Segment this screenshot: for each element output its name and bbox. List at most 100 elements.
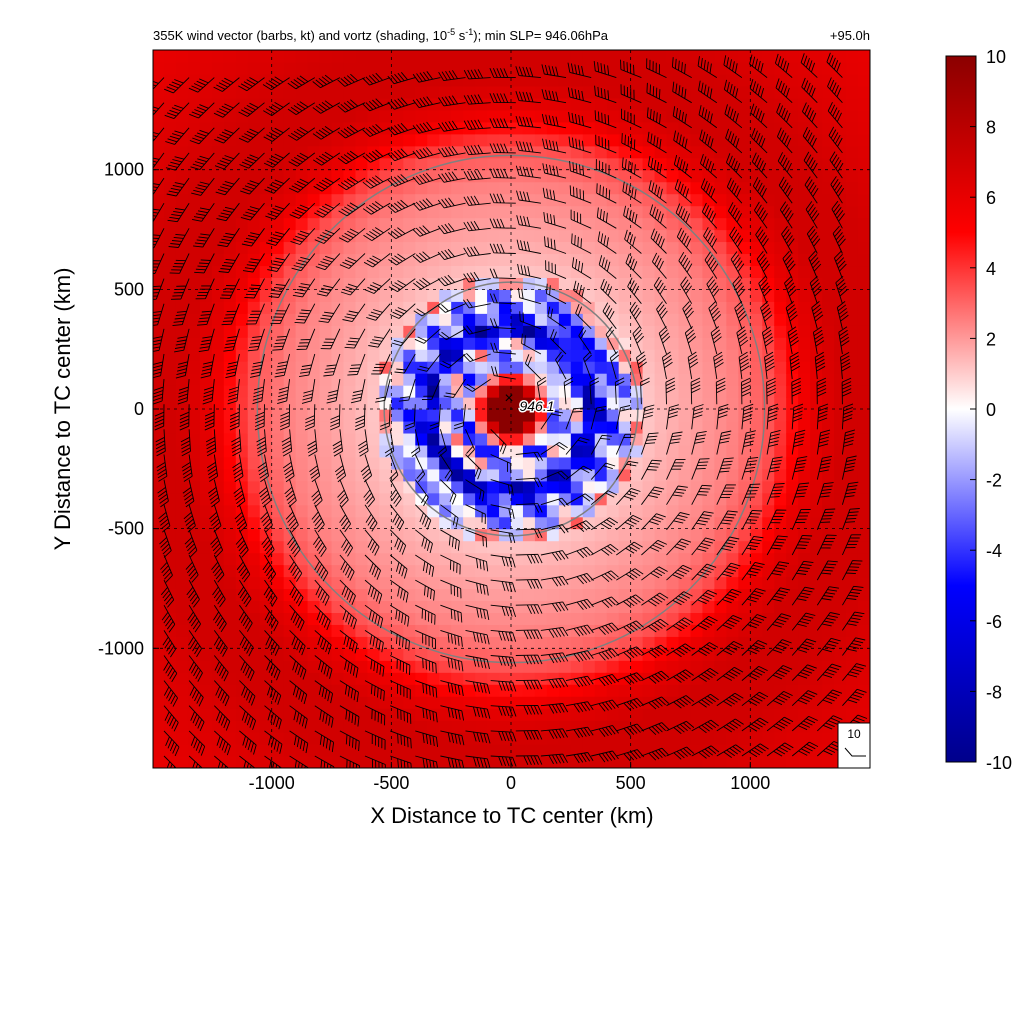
vorticity-cell — [187, 193, 201, 207]
vorticity-cell — [451, 432, 464, 446]
vorticity-cell — [702, 480, 715, 494]
vorticity-cell — [295, 456, 309, 470]
vorticity-cell — [558, 253, 572, 267]
vorticity-cell — [642, 325, 656, 338]
wind-barb — [540, 410, 564, 430]
vorticity-cell — [594, 552, 608, 566]
vorticity-cell — [499, 432, 512, 446]
vorticity-cell — [427, 672, 440, 685]
vorticity-cell — [355, 576, 369, 590]
vorticity-cell — [558, 528, 572, 542]
vorticity-cell — [558, 636, 572, 649]
vorticity-cell — [750, 432, 763, 446]
vorticity-cell — [211, 325, 225, 338]
vorticity-cell — [846, 181, 859, 195]
vorticity-cell — [439, 504, 452, 518]
vorticity-cell — [403, 409, 416, 422]
vorticity-cell — [164, 409, 177, 422]
vorticity-cell — [630, 361, 644, 374]
vorticity-cell — [271, 169, 285, 183]
vorticity-cell — [857, 109, 870, 123]
vorticity-cell — [153, 109, 165, 123]
wind-barb — [540, 753, 568, 765]
vorticity-cell — [846, 397, 859, 410]
vorticity-cell — [546, 181, 560, 195]
vorticity-cell — [475, 217, 488, 231]
wind-barb — [716, 484, 736, 505]
wind-barb — [153, 177, 165, 196]
vorticity-cell — [379, 456, 392, 470]
wind-barb — [741, 639, 768, 656]
vorticity-cell — [499, 289, 512, 302]
vorticity-cell — [522, 600, 536, 613]
vorticity-cell — [558, 409, 572, 422]
y-axis-label: Y Distance to TC center (km) — [50, 268, 75, 551]
vorticity-cell — [487, 157, 500, 171]
vorticity-cell — [164, 660, 177, 673]
wind-barb — [315, 253, 341, 271]
vorticity-cell — [786, 612, 799, 625]
vorticity-cell — [810, 432, 823, 446]
vorticity-cell — [331, 205, 345, 219]
wind-barb — [570, 209, 592, 229]
vorticity-cell — [211, 516, 225, 530]
vorticity-cell — [451, 133, 464, 147]
vorticity-cell — [283, 289, 297, 302]
vorticity-cell — [750, 600, 763, 613]
vorticity-cell — [319, 85, 333, 99]
vorticity-cell — [187, 409, 201, 422]
vorticity-cell — [702, 432, 715, 446]
vorticity-cell — [331, 624, 345, 637]
vorticity-cell — [235, 241, 249, 255]
vorticity-cell — [415, 444, 428, 458]
vorticity-cell — [271, 432, 285, 446]
vorticity-cell — [199, 672, 213, 685]
wind-barb — [465, 629, 490, 645]
vorticity-cell — [153, 540, 165, 554]
vorticity-cell — [630, 253, 644, 267]
vorticity-cell — [582, 62, 596, 75]
x-axis-label: X Distance to TC center (km) — [370, 803, 653, 828]
vorticity-cell — [499, 744, 512, 757]
vorticity-cell — [283, 85, 297, 99]
wind-barb — [641, 644, 669, 659]
vorticity-cell — [295, 301, 309, 314]
wind-barb — [716, 562, 741, 581]
vorticity-cell — [857, 636, 870, 649]
vorticity-cell — [750, 588, 763, 602]
vorticity-cell — [762, 660, 775, 673]
vorticity-cell — [726, 492, 739, 506]
vorticity-cell — [774, 492, 787, 506]
vorticity-cell — [810, 62, 823, 75]
vorticity-cell — [295, 193, 309, 207]
vorticity-cell — [223, 708, 237, 721]
vorticity-cell — [367, 85, 380, 99]
vorticity-cell — [570, 109, 584, 123]
vorticity-cell — [307, 217, 321, 231]
wind-barb — [741, 665, 768, 681]
vorticity-cell — [463, 169, 476, 183]
vorticity-cell — [846, 492, 859, 506]
vorticity-cell — [463, 337, 476, 350]
vorticity-cell — [271, 624, 285, 637]
vorticity-cell — [355, 552, 369, 566]
colorbar-tick-label: -4 — [986, 541, 1002, 561]
wind-barb — [816, 689, 843, 707]
vorticity-cell — [738, 528, 751, 542]
vorticity-cell — [499, 217, 512, 231]
vorticity-cell — [810, 85, 823, 99]
vorticity-cell — [427, 456, 440, 470]
wind-barb — [391, 328, 416, 347]
vorticity-cell — [331, 133, 345, 147]
wind-barb — [214, 152, 240, 170]
vorticity-cell — [331, 552, 345, 566]
vorticity-cell — [846, 540, 859, 554]
vorticity-cell — [522, 636, 536, 649]
vorticity-cell — [678, 684, 692, 697]
vorticity-cell — [570, 456, 584, 470]
wind-barb — [262, 554, 277, 583]
vorticity-cell — [403, 492, 416, 506]
wind-barb — [288, 126, 316, 141]
wind-barb — [614, 377, 625, 405]
center-pressure-label: 946.1 — [519, 398, 554, 414]
